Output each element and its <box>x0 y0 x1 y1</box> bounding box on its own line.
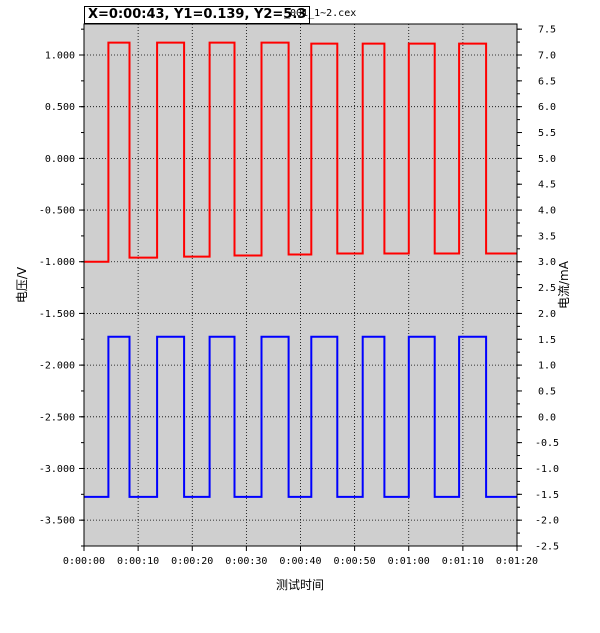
y-right-tick-label: 6.0 <box>538 102 556 113</box>
y-right-tick-label: 0.0 <box>538 412 556 423</box>
x-tick-label: 0:01:00 <box>388 556 430 567</box>
y-left-axis-title: 电压/V <box>15 266 29 303</box>
y-right-tick-label: 2.0 <box>538 309 556 320</box>
y-right-tick-label: 7.5 <box>538 25 556 36</box>
y-right-tick-label: -2.0 <box>535 516 559 527</box>
y-right-tick-label: -0.5 <box>535 438 559 449</box>
y-left-tick-label: -1.000 <box>39 257 75 268</box>
y-right-tick-label: -1.0 <box>535 464 559 475</box>
y-right-tick-label: 5.0 <box>538 154 556 165</box>
y-right-tick-label: 5.5 <box>538 128 556 139</box>
x-tick-label: 0:00:40 <box>279 556 321 567</box>
y-right-tick-label: 0.5 <box>538 386 556 397</box>
y-left-tick-label: 1.000 <box>45 51 75 62</box>
y-right-tick-label: 4.5 <box>538 180 556 191</box>
y-right-tick-label: 1.5 <box>538 335 556 346</box>
y-right-tick-label: -1.5 <box>535 490 559 501</box>
y-right-tick-label: 3.5 <box>538 231 556 242</box>
voltage-series-line <box>84 41 517 263</box>
y-left-tick-label: 0.500 <box>45 102 75 113</box>
y-left-tick-label: -3.500 <box>39 516 75 527</box>
x-tick-label: 0:01:10 <box>442 556 484 567</box>
file-name: _001_1~2.cex <box>284 8 357 19</box>
y-right-tick-label: -2.5 <box>535 542 559 553</box>
current-series-line <box>84 335 517 498</box>
x-tick-label: 0:00:30 <box>225 556 267 567</box>
x-tick-label: 0:00:10 <box>117 556 159 567</box>
x-tick-label: 0:00:20 <box>171 556 213 567</box>
x-tick-label: 0:01:20 <box>496 556 538 567</box>
x-tick-label: 0:00:00 <box>63 556 105 567</box>
cursor-readout: X=0:00:43, Y1=0.139, Y2=5.3 <box>84 6 311 24</box>
y-right-tick-label: 6.5 <box>538 76 556 87</box>
y-left-tick-label: -2.000 <box>39 361 75 372</box>
y-left-tick-label: -3.000 <box>39 464 75 475</box>
x-axis-title: 测试时间 <box>275 578 324 592</box>
y-left-tick-label: -1.500 <box>39 309 75 320</box>
y-left-tick-label: -2.500 <box>39 412 75 423</box>
y-right-tick-label: 4.0 <box>538 206 556 217</box>
y-right-tick-label: 7.0 <box>538 51 556 62</box>
y-right-axis-title: 电流/mA <box>557 260 571 309</box>
y-right-tick-label: 3.0 <box>538 257 556 268</box>
y-left-tick-label: -0.500 <box>39 206 75 217</box>
y-right-tick-label: 1.0 <box>538 361 556 372</box>
plot-frame <box>83 23 518 547</box>
x-tick-label: 0:00:50 <box>334 556 376 567</box>
y-left-tick-label: 0.000 <box>45 154 75 165</box>
y-right-tick-label: 2.5 <box>538 283 556 294</box>
